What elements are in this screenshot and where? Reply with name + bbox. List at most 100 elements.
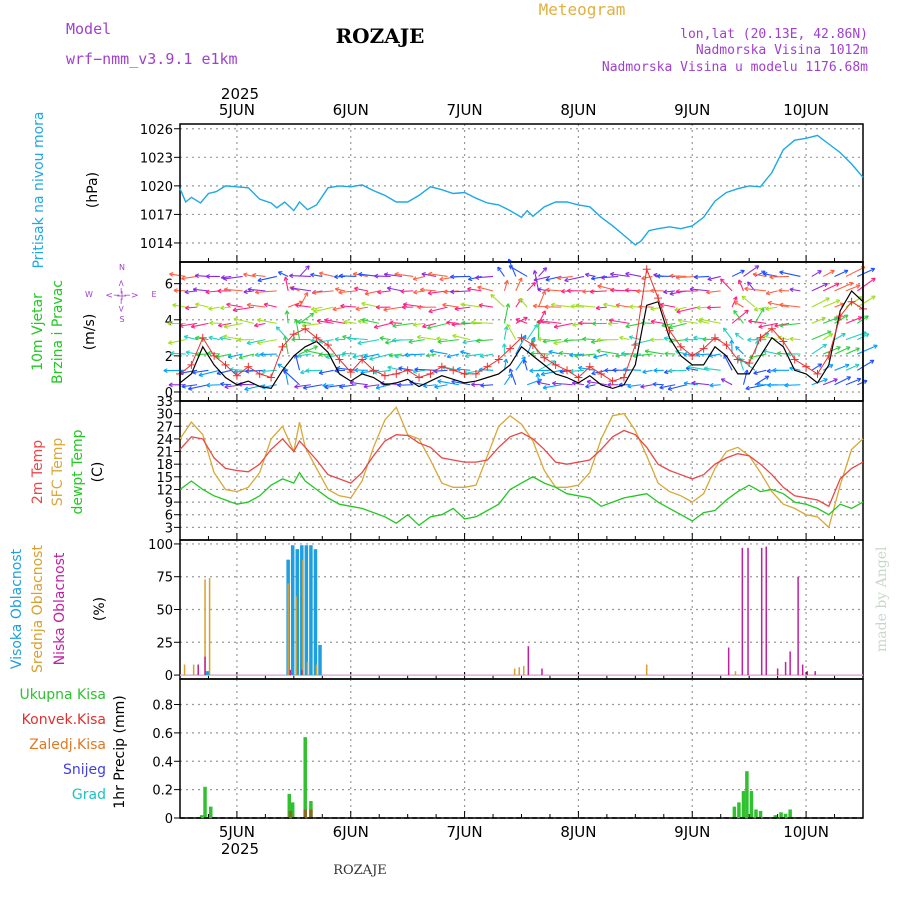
wind-arrow-head <box>687 364 692 368</box>
wind-arrow-head <box>290 287 295 291</box>
wind-arrow <box>377 290 391 294</box>
wind-arrow-head <box>669 275 674 279</box>
top-day-label: 10JUN <box>783 101 829 119</box>
wind-arrow <box>678 319 699 324</box>
wind-arrow-head <box>683 351 688 355</box>
wind-arrow-head <box>779 304 784 308</box>
wind-arrow-head <box>291 338 296 342</box>
wind-arrow <box>299 345 318 355</box>
wind-arrow-head <box>689 288 694 292</box>
wind-arrow-head <box>206 384 211 388</box>
wind-arrow-head <box>747 339 752 343</box>
wind-arrow <box>559 352 573 355</box>
top-day-label: 7JUN <box>446 101 482 119</box>
wind-arrow-head <box>744 309 749 312</box>
wind-arrow <box>789 338 801 341</box>
wind-arrow-head <box>506 323 511 327</box>
wind-arrow <box>834 269 849 277</box>
wind-arrow <box>464 353 482 357</box>
wind-arrow-head <box>612 367 617 371</box>
wind-arrow-head <box>403 303 407 307</box>
wind-arrow <box>172 304 186 308</box>
wind-arrow-head <box>355 306 360 310</box>
wind-arrow-head <box>529 368 534 372</box>
wind-arrow-head <box>425 352 430 357</box>
wind-arrow-head <box>217 288 222 292</box>
wind-arrow <box>169 273 186 277</box>
wind-arrow-head <box>644 349 650 352</box>
wind-arrow-head <box>437 380 442 384</box>
wind-arrow <box>437 380 459 386</box>
precip-conv-label: Konvek.Kisa <box>22 712 106 728</box>
wind-arrow-head <box>540 318 545 322</box>
cloud-low-bar <box>197 664 199 676</box>
wind-arrow-head <box>428 308 433 313</box>
wind-arrow <box>428 273 448 277</box>
wind-arrow <box>403 303 425 308</box>
wind-arrow-head <box>394 273 399 277</box>
wind-arrow <box>283 369 300 386</box>
wind-arrow-head <box>451 324 456 327</box>
wind-arrow-head <box>386 287 391 291</box>
wind-arrow <box>811 343 827 355</box>
wind-arrow <box>456 368 471 371</box>
wind-arrow-head <box>678 319 682 324</box>
cloud-mid-bar <box>302 559 304 676</box>
wind-arrow-head <box>228 356 233 359</box>
wind-arrow <box>339 384 357 388</box>
wind-arrow-head <box>252 274 256 278</box>
wind-arrow <box>195 337 209 341</box>
wind-arrow-head <box>778 289 783 293</box>
wind-arrow-head <box>638 306 643 310</box>
wind-arrow-head <box>557 277 562 281</box>
wind-arrow-head <box>461 320 466 324</box>
wind-arrow-head <box>261 370 266 374</box>
ytick-label: 15 <box>156 471 173 486</box>
wind-arrow-head <box>741 295 747 298</box>
wind-arrow <box>503 303 510 324</box>
wind-arrow <box>408 339 425 343</box>
wind-arrow-head <box>208 336 213 341</box>
wind-arrow-head <box>181 383 186 388</box>
wind-ylabel: 10m Vjetar Brzina i Pravac (m/s) N W E S… <box>30 263 157 384</box>
ytick-label: 30 <box>156 408 173 423</box>
wind-arrow-head <box>437 339 442 343</box>
wind-arrow-head <box>607 323 612 327</box>
wind-arrow-head <box>615 303 621 306</box>
wind-arrow <box>629 336 642 341</box>
wind-arrow-head <box>208 335 213 338</box>
wind-arrow-head <box>247 287 252 290</box>
wind-arrow-head <box>339 386 344 389</box>
wind-arrow-head <box>592 321 597 325</box>
wind-arrow <box>652 383 664 386</box>
wind-arrow <box>857 380 868 386</box>
wind-arrow <box>244 384 266 391</box>
cloud-high-bar <box>205 671 210 676</box>
wind-arrow-head <box>632 353 637 357</box>
gust-markers <box>176 265 867 386</box>
wind-arrow <box>209 322 220 324</box>
wind-arrow-head <box>593 354 597 358</box>
wind-arrow-head <box>652 383 657 387</box>
wind-arrow-head <box>460 350 465 353</box>
wind-arrow-head <box>766 370 771 374</box>
wind-arrow <box>720 278 733 292</box>
wind-arrow-head <box>238 354 243 359</box>
wind-arrow-head <box>593 356 598 359</box>
wind-arrow <box>766 290 778 295</box>
pressure-ylabel-main: Pritisak na nivou mora <box>31 111 47 268</box>
wind-arrow-head <box>169 273 173 277</box>
wind-arrow-head <box>456 368 461 372</box>
wind-arrow-head <box>585 386 590 389</box>
precip-total-bar <box>745 771 749 818</box>
precip-total-bar <box>208 806 213 818</box>
wind-arrow-head <box>702 338 707 342</box>
wind-arrow-head <box>552 380 557 384</box>
wind-arrow <box>668 369 687 372</box>
wind-arrow-head <box>471 383 476 387</box>
wind-arrow-head <box>696 305 701 309</box>
wind-arrow-head <box>319 271 324 274</box>
wind-arrow <box>789 288 801 292</box>
wind-arrow-head <box>168 340 172 344</box>
wind-arrow-head <box>531 339 536 343</box>
